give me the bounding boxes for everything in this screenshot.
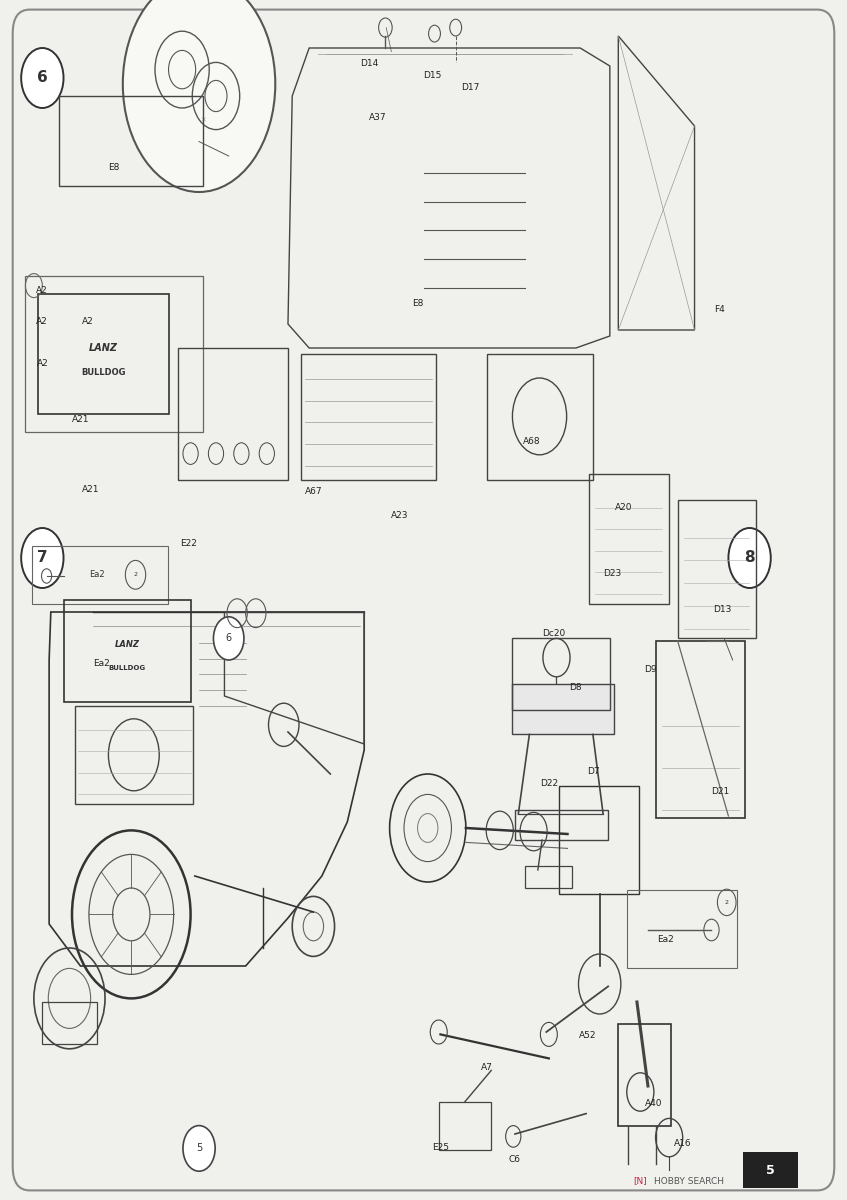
Text: Ea2: Ea2 [90,570,105,580]
Circle shape [728,528,771,588]
Text: A2: A2 [36,317,47,326]
Bar [525,866,572,888]
Text: BULLDOG: BULLDOG [81,367,125,377]
Circle shape [123,0,275,192]
Text: A16: A16 [674,1139,692,1148]
Text: 8: 8 [745,551,755,565]
Text: LANZ: LANZ [89,343,118,353]
Circle shape [21,528,64,588]
Text: E25: E25 [432,1142,449,1152]
Bar [512,638,610,710]
Text: A21: A21 [82,485,100,494]
Text: Ea2: Ea2 [657,935,674,944]
Text: 6: 6 [37,71,47,85]
Text: A40: A40 [645,1099,663,1109]
Bar [678,500,756,638]
Circle shape [183,1126,215,1171]
Bar [25,276,203,432]
Bar [589,474,669,604]
Text: D21: D21 [711,787,730,797]
Text: 5: 5 [766,1164,774,1176]
Bar [32,546,168,604]
FancyBboxPatch shape [13,10,834,1190]
Text: D13: D13 [713,605,732,614]
Text: A2: A2 [36,286,47,295]
Bar [487,354,593,480]
Text: D15: D15 [424,71,442,80]
Text: [N]: [N] [634,1176,647,1186]
FancyBboxPatch shape [743,1152,798,1188]
Bar [301,354,436,480]
Text: D9: D9 [644,665,656,674]
Text: D23: D23 [603,569,622,578]
Text: 5: 5 [196,1144,202,1153]
Text: BULLDOG: BULLDOG [108,665,146,671]
Text: D14: D14 [360,59,379,68]
Bar [515,810,608,840]
Text: A23: A23 [391,511,409,521]
Text: Ea2: Ea2 [93,659,110,668]
Text: A68: A68 [523,437,540,446]
Text: D8: D8 [569,683,582,692]
Text: A2: A2 [82,317,94,326]
Text: A52: A52 [579,1031,596,1040]
Circle shape [21,48,64,108]
Text: C6: C6 [508,1154,520,1164]
Text: A21: A21 [72,415,90,425]
Text: E22: E22 [180,539,197,548]
Bar [75,706,193,804]
Text: A2: A2 [37,359,49,368]
Text: ✕: ✕ [201,116,206,122]
Bar [439,1102,491,1150]
Text: HOBBY SEARCH: HOBBY SEARCH [654,1176,724,1186]
Text: A20: A20 [615,503,633,512]
Text: D22: D22 [540,779,558,788]
Text: 6: 6 [225,634,232,643]
Bar [38,294,169,414]
Text: A67: A67 [305,487,323,497]
Bar [178,348,288,480]
Text: 7: 7 [37,551,47,565]
Text: E8: E8 [108,163,119,173]
Text: LANZ: LANZ [114,640,140,649]
Text: 2: 2 [134,572,137,577]
Text: F4: F4 [714,305,725,314]
Text: D7: D7 [587,767,600,776]
Circle shape [213,617,244,660]
Bar [512,684,614,734]
Text: Dc20: Dc20 [542,629,565,638]
Bar [627,890,737,968]
Text: A7: A7 [481,1063,493,1073]
Text: E8: E8 [412,299,424,308]
Bar [559,786,639,894]
Text: 2: 2 [725,900,728,905]
Bar [656,641,745,818]
Bar [618,1024,671,1126]
Text: D17: D17 [462,83,480,92]
Bar [64,600,191,702]
Bar [59,96,203,186]
Text: A37: A37 [368,113,386,122]
Bar [42,1002,97,1044]
